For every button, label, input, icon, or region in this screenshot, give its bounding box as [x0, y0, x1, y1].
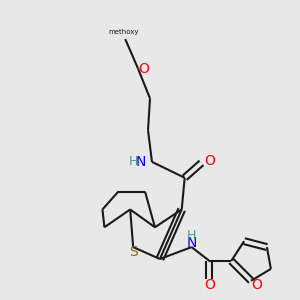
Text: N: N — [136, 155, 146, 169]
Text: H: H — [187, 229, 196, 242]
Text: O: O — [204, 154, 215, 168]
Text: O: O — [204, 278, 215, 292]
Text: H: H — [129, 155, 138, 168]
Text: S: S — [129, 245, 137, 259]
Text: O: O — [252, 278, 262, 292]
Text: O: O — [139, 62, 149, 76]
Text: methoxy: methoxy — [108, 29, 139, 35]
Text: N: N — [186, 236, 197, 250]
